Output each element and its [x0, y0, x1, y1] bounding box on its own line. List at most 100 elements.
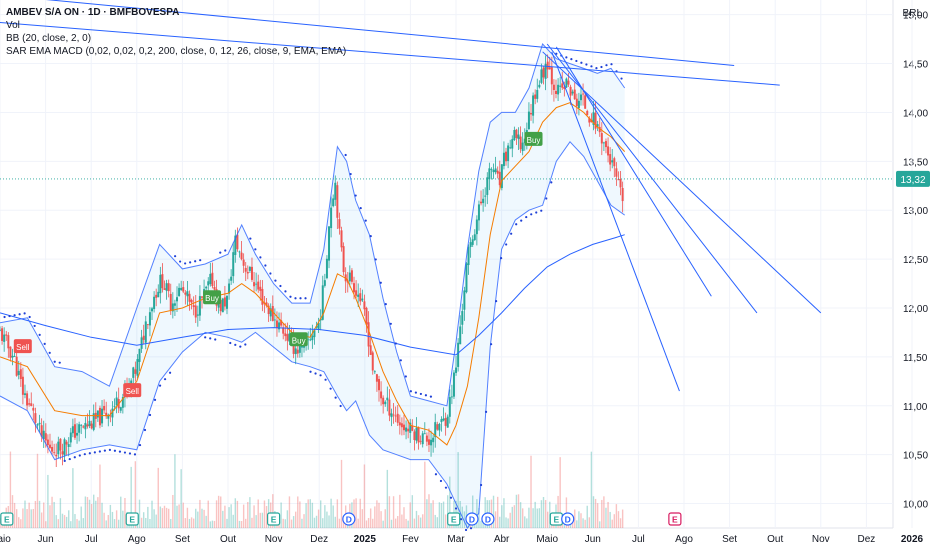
sar-dot	[103, 449, 106, 452]
candle-body	[42, 430, 45, 439]
volume-bar	[546, 511, 549, 528]
candle-body	[600, 133, 603, 144]
volume-bar	[340, 459, 343, 528]
candle-body	[296, 349, 299, 354]
dividend-marker[interactable]	[465, 512, 479, 526]
sar-dot	[389, 322, 392, 325]
buy-signal-label: Buy	[527, 136, 541, 145]
trendline[interactable]	[546, 43, 758, 314]
sar-dot	[369, 235, 372, 238]
candle-body	[15, 356, 18, 376]
trendline[interactable]	[0, 21, 780, 86]
volume-bar	[303, 514, 305, 528]
candle-body	[544, 63, 547, 79]
x-tick-label: Abr	[494, 534, 510, 545]
volume-bar	[476, 499, 478, 528]
sar-ema-macd-indicator-label[interactable]: SAR EMA MACD (0,02, 0,02, 0,2, 200, clos…	[6, 46, 347, 57]
earnings-marker[interactable]	[267, 512, 281, 526]
volume-bar	[207, 500, 209, 528]
volume-bar	[336, 499, 339, 528]
candle-body	[84, 422, 87, 430]
volume-bar	[578, 511, 580, 528]
volume-bar	[472, 495, 474, 528]
candle-body	[240, 252, 243, 260]
volume-bar	[299, 501, 301, 528]
trendline[interactable]	[0, 0, 735, 67]
volume-bar	[176, 505, 178, 528]
candle-body	[1, 328, 4, 341]
volume-bar	[309, 499, 311, 528]
earnings-marker[interactable]	[125, 512, 139, 526]
dividend-marker[interactable]	[561, 512, 575, 526]
candle-body	[157, 291, 160, 298]
volume-bar	[40, 512, 43, 528]
sar-dot	[404, 375, 407, 378]
candle-body	[7, 335, 10, 349]
volume-bar	[43, 502, 45, 528]
x-tick-label: Jul	[632, 534, 645, 545]
candle-body	[246, 271, 249, 274]
sar-dot	[349, 172, 352, 176]
candle-body	[617, 179, 620, 181]
candle-body	[211, 272, 214, 287]
candle-body	[132, 367, 135, 378]
dividend-marker[interactable]	[342, 512, 356, 526]
candle-body	[59, 438, 62, 451]
earnings-marker[interactable]	[668, 512, 682, 526]
volume-bar	[592, 496, 595, 528]
volume-bar	[407, 520, 409, 528]
sar-dot	[439, 479, 443, 483]
volume-bar	[226, 518, 228, 528]
x-tick-label: Maio	[536, 534, 558, 545]
volume-bar	[586, 505, 588, 528]
volume-bar	[392, 496, 395, 528]
candle-body	[438, 423, 441, 431]
candle-body	[492, 169, 495, 173]
sar-dot	[3, 315, 6, 319]
sell-signal-badge[interactable]	[123, 383, 142, 398]
candle-body	[225, 296, 228, 309]
sar-dot	[429, 395, 433, 398]
volume-bar	[113, 519, 116, 528]
sar-dot	[58, 361, 61, 364]
candle-body	[46, 439, 49, 446]
candle-body	[223, 297, 226, 307]
candle-body	[584, 95, 587, 109]
earnings-marker[interactable]	[447, 512, 461, 526]
volume-bar	[503, 498, 505, 528]
candle-body	[234, 235, 237, 256]
candle-body	[340, 230, 343, 248]
volume-bar	[255, 515, 257, 528]
buy-signal-badge[interactable]	[524, 131, 543, 146]
volume-bar	[209, 521, 212, 528]
bollinger-indicator-label[interactable]: BB (20, close, 2, 0)	[6, 33, 92, 44]
volume-bar	[297, 496, 299, 528]
volume-bar	[72, 468, 74, 528]
symbol-title[interactable]: AMBEV S/A ON · 1D · BMFBOVESPA	[6, 7, 180, 18]
buy-signal-badge[interactable]	[289, 332, 308, 347]
candle-body	[536, 89, 539, 99]
candle-body	[115, 397, 118, 406]
trendline[interactable]	[542, 51, 822, 314]
candle-body	[328, 226, 331, 261]
sell-signal-badge[interactable]	[13, 339, 32, 354]
trendline[interactable]	[551, 51, 680, 392]
sar-dot	[535, 211, 538, 214]
volume-indicator-label[interactable]: Vol	[6, 20, 20, 31]
volume-bar	[9, 451, 12, 528]
volume-bar	[51, 496, 53, 528]
earnings-marker[interactable]	[0, 512, 14, 526]
volume-bar	[590, 451, 593, 528]
buy-signal-badge[interactable]	[203, 290, 222, 305]
volume-bar	[172, 494, 174, 528]
volume-bar	[138, 499, 141, 528]
y-tick-label: 14,00	[903, 108, 928, 119]
volume-bar	[265, 506, 268, 528]
sar-dot	[444, 486, 448, 489]
candle-body	[57, 441, 60, 455]
candle-body	[205, 286, 208, 289]
dividend-marker[interactable]	[481, 512, 495, 526]
candle-body	[40, 425, 43, 437]
